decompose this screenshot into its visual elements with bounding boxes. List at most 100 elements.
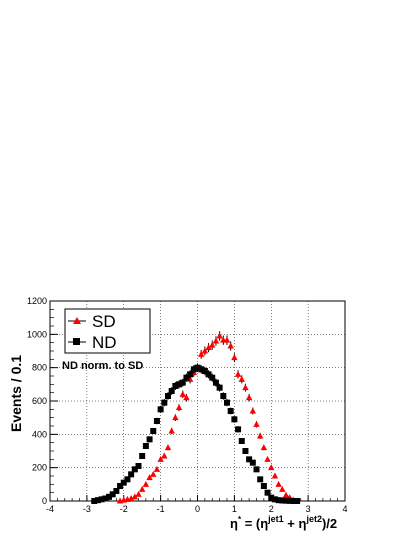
- point-sd: [260, 444, 268, 451]
- point-nd: [161, 399, 168, 406]
- point-sd: [131, 493, 139, 500]
- y-tick-label: 1000: [27, 329, 47, 339]
- point-sd: [238, 375, 245, 382]
- point-nd: [120, 479, 127, 486]
- point-sd: [150, 470, 157, 477]
- point-nd: [249, 459, 256, 466]
- point-nd: [102, 495, 109, 502]
- x-tick-label: 1: [232, 504, 237, 514]
- x-axis-title: η* = (ηjet1 + ηjet2)/2: [230, 514, 337, 531]
- point-nd: [179, 379, 186, 386]
- y-tick-label: 800: [32, 363, 47, 373]
- point-nd: [146, 436, 153, 443]
- legend-sd-marker: [73, 317, 81, 324]
- point-nd: [231, 416, 238, 423]
- point-nd: [253, 466, 260, 473]
- point-nd: [275, 497, 282, 504]
- point-sd: [242, 384, 249, 391]
- legend-box: [64, 308, 151, 354]
- point-sd: [179, 390, 186, 397]
- x-tick-label: -4: [46, 504, 54, 514]
- point-nd: [176, 381, 183, 388]
- point-nd: [271, 496, 278, 503]
- point-nd: [286, 497, 293, 504]
- point-nd: [106, 493, 112, 500]
- marks: [91, 331, 301, 504]
- series-nd: [91, 363, 301, 504]
- point-sd: [234, 370, 242, 377]
- series-sd: [116, 331, 301, 504]
- point-nd: [124, 476, 131, 483]
- point-nd: [172, 383, 179, 389]
- point-nd: [98, 496, 105, 503]
- point-nd: [91, 498, 98, 504]
- point-nd: [131, 466, 138, 473]
- point-nd: [246, 456, 253, 463]
- point-sd: [157, 455, 164, 462]
- point-sd: [164, 444, 172, 451]
- point-sd: [249, 407, 257, 414]
- x-tick-label: 4: [342, 504, 347, 514]
- point-sd: [135, 490, 142, 497]
- point-nd: [257, 476, 264, 483]
- point-nd: [238, 438, 245, 444]
- point-nd: [157, 406, 164, 413]
- point-sd: [231, 354, 238, 361]
- x-tick-label: -3: [83, 504, 91, 514]
- point-nd: [135, 463, 142, 469]
- point-nd: [187, 371, 194, 378]
- point-sd: [282, 491, 290, 498]
- y-axis-title: Events / 0.1: [8, 355, 24, 432]
- x-tick-label: 2: [269, 504, 274, 514]
- point-nd: [224, 399, 230, 406]
- point-sd: [275, 480, 282, 487]
- y-tick-label: 400: [32, 429, 47, 439]
- point-nd: [290, 498, 297, 504]
- x-tick-label: 3: [306, 504, 311, 514]
- annotation: ND norm. to SD: [62, 360, 143, 372]
- point-nd: [216, 384, 223, 391]
- legend-nd-label: ND: [92, 333, 117, 352]
- point-sd: [212, 337, 220, 344]
- point-sd: [172, 414, 179, 421]
- point-sd: [175, 404, 183, 411]
- y-tick-label: 0: [42, 496, 47, 506]
- point-sd: [264, 455, 271, 462]
- point-sd: [279, 485, 286, 492]
- point-sd: [138, 485, 146, 492]
- point-nd: [117, 483, 124, 489]
- point-nd: [220, 393, 227, 399]
- point-sd: [227, 342, 234, 349]
- point-sd: [245, 394, 253, 401]
- point-sd: [205, 344, 212, 351]
- point-sd: [268, 464, 275, 471]
- point-nd: [279, 497, 286, 504]
- point-nd: [201, 368, 208, 374]
- point-nd: [268, 494, 275, 501]
- point-sd: [256, 432, 264, 439]
- point-nd: [109, 491, 116, 498]
- point-sd: [209, 341, 216, 348]
- point-sd: [223, 336, 231, 343]
- point-sd: [197, 350, 205, 357]
- point-sd: [201, 347, 209, 354]
- point-nd: [227, 408, 234, 414]
- point-sd: [216, 332, 223, 339]
- point-sd: [153, 465, 161, 472]
- point-sd: [142, 480, 150, 487]
- x-tick-label: 0: [195, 504, 200, 514]
- point-sd: [168, 427, 175, 434]
- point-nd: [128, 471, 135, 478]
- point-nd: [94, 497, 101, 504]
- point-nd: [205, 371, 212, 378]
- point-nd: [235, 426, 242, 433]
- legend-nd-marker: [73, 338, 80, 345]
- y-tick-label: 1200: [27, 296, 47, 306]
- point-nd: [264, 489, 271, 496]
- point-nd: [242, 448, 249, 454]
- point-nd: [194, 364, 201, 371]
- point-sd: [183, 394, 190, 401]
- x-tick-label: -2: [120, 504, 128, 514]
- x-tick-label: -1: [157, 504, 165, 514]
